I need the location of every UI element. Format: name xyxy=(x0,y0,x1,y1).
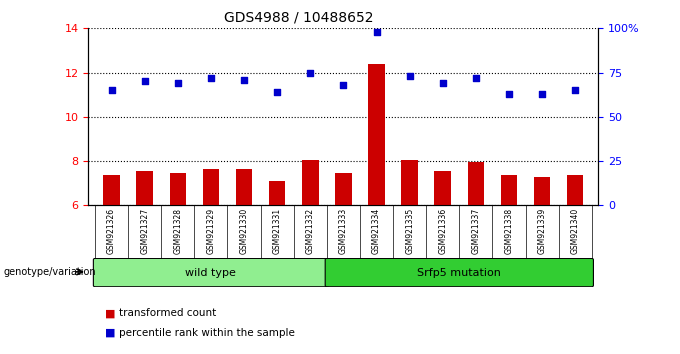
Text: GSM921328: GSM921328 xyxy=(173,208,182,254)
Point xyxy=(305,70,316,75)
Text: wild type: wild type xyxy=(186,268,237,278)
Text: ■: ■ xyxy=(105,328,116,338)
Point xyxy=(172,80,183,86)
FancyBboxPatch shape xyxy=(325,258,594,287)
Text: GSM921340: GSM921340 xyxy=(571,208,580,254)
Bar xyxy=(269,181,286,205)
Text: GSM921327: GSM921327 xyxy=(140,208,149,254)
Bar xyxy=(137,171,153,205)
Text: GSM921336: GSM921336 xyxy=(438,208,447,254)
Point xyxy=(106,87,117,93)
Bar xyxy=(335,173,352,205)
Text: ■: ■ xyxy=(105,308,116,318)
Text: GSM921334: GSM921334 xyxy=(372,208,381,254)
Bar xyxy=(103,176,120,205)
Text: GSM921337: GSM921337 xyxy=(471,208,480,254)
Bar xyxy=(534,177,550,205)
Point xyxy=(537,91,547,97)
Bar xyxy=(169,173,186,205)
Point xyxy=(338,82,349,88)
Text: genotype/variation: genotype/variation xyxy=(3,267,96,277)
Text: GSM921333: GSM921333 xyxy=(339,208,348,254)
Bar xyxy=(468,162,484,205)
Point xyxy=(239,77,250,82)
Text: GSM921339: GSM921339 xyxy=(538,208,547,254)
Bar xyxy=(500,176,517,205)
Point xyxy=(272,89,283,95)
Bar xyxy=(302,160,318,205)
Bar xyxy=(567,176,583,205)
FancyBboxPatch shape xyxy=(93,258,328,287)
Text: GSM921335: GSM921335 xyxy=(405,208,414,254)
Point xyxy=(404,73,415,79)
Point xyxy=(471,75,481,81)
Text: GSM921331: GSM921331 xyxy=(273,208,282,254)
Bar xyxy=(401,160,418,205)
Point xyxy=(504,91,515,97)
Point xyxy=(205,75,216,81)
Bar xyxy=(203,169,219,205)
Bar xyxy=(435,171,451,205)
Text: GSM921332: GSM921332 xyxy=(306,208,315,254)
Text: GSM921329: GSM921329 xyxy=(207,208,216,254)
Bar xyxy=(236,169,252,205)
Text: GSM921338: GSM921338 xyxy=(505,208,513,254)
Point xyxy=(570,87,581,93)
Text: transformed count: transformed count xyxy=(119,308,216,318)
Text: percentile rank within the sample: percentile rank within the sample xyxy=(119,328,295,338)
Point xyxy=(139,79,150,84)
Point xyxy=(437,80,448,86)
Bar xyxy=(369,64,385,205)
Text: GDS4988 / 10488652: GDS4988 / 10488652 xyxy=(224,11,374,25)
Text: GSM921326: GSM921326 xyxy=(107,208,116,254)
Point xyxy=(371,29,382,35)
Text: Srfp5 mutation: Srfp5 mutation xyxy=(418,268,501,278)
Text: GSM921330: GSM921330 xyxy=(239,208,249,254)
